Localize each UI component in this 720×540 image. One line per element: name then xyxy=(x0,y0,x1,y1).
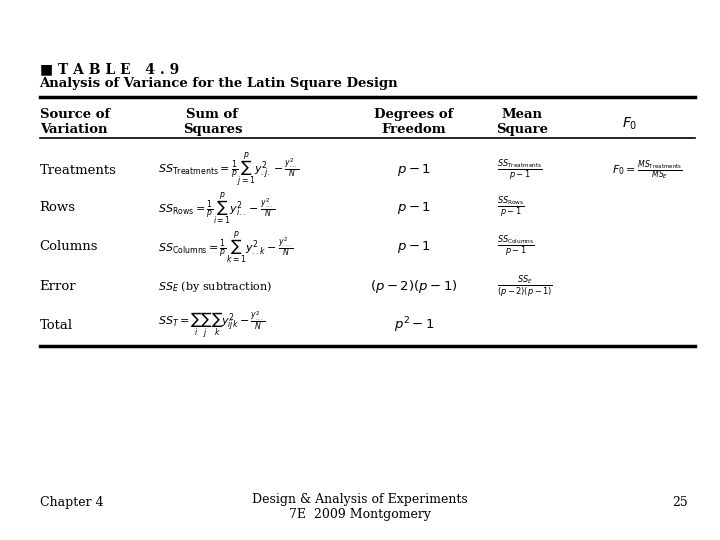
Text: $\frac{SS_{\mathrm{Rows}}}{p-1}$: $\frac{SS_{\mathrm{Rows}}}{p-1}$ xyxy=(497,195,525,220)
Text: Design & Analysis of Experiments: Design & Analysis of Experiments xyxy=(252,493,468,506)
Text: $\frac{SS_{\mathrm{Treatments}}}{p-1}$: $\frac{SS_{\mathrm{Treatments}}}{p-1}$ xyxy=(497,158,543,183)
Text: $\frac{SS_{\mathrm{Columns}}}{p-1}$: $\frac{SS_{\mathrm{Columns}}}{p-1}$ xyxy=(497,234,534,259)
Text: $SS_{\mathrm{Columns}} = \frac{1}{p}\sum_{k=1}^{p} y_{..k}^2 - \frac{y_{...}^2}{: $SS_{\mathrm{Columns}} = \frac{1}{p}\sum… xyxy=(158,229,294,265)
Text: Degrees of
Freedom: Degrees of Freedom xyxy=(374,108,454,136)
Text: Source of
Variation: Source of Variation xyxy=(40,108,109,136)
Text: $p^2-1$: $p^2-1$ xyxy=(394,316,434,335)
Text: Rows: Rows xyxy=(40,201,76,214)
Text: $p-1$: $p-1$ xyxy=(397,239,431,255)
Text: Mean
Square: Mean Square xyxy=(496,108,548,136)
Text: $p-1$: $p-1$ xyxy=(397,162,431,178)
Text: $SS_E$ (by subtraction): $SS_E$ (by subtraction) xyxy=(158,279,273,294)
Text: Chapter 4: Chapter 4 xyxy=(40,496,103,509)
Text: $p-1$: $p-1$ xyxy=(397,200,431,216)
Text: ■ T A B L E   4 . 9: ■ T A B L E 4 . 9 xyxy=(40,62,179,76)
Text: Analysis of Variance for the Latin Square Design: Analysis of Variance for the Latin Squar… xyxy=(40,77,398,90)
Text: $SS_{\mathrm{Treatments}} = \frac{1}{p}\sum_{j=1}^{p} y_{.j.}^2 - \frac{y_{...}^: $SS_{\mathrm{Treatments}} = \frac{1}{p}\… xyxy=(158,151,300,190)
Text: Sum of
Squares: Sum of Squares xyxy=(183,108,242,136)
Text: $\frac{SS_E}{(p-2)(p-1)}$: $\frac{SS_E}{(p-2)(p-1)}$ xyxy=(497,273,553,299)
Text: 7E  2009 Montgomery: 7E 2009 Montgomery xyxy=(289,508,431,521)
Text: Treatments: Treatments xyxy=(40,164,117,177)
Text: Error: Error xyxy=(40,280,76,293)
Text: Columns: Columns xyxy=(40,240,98,253)
Text: $(p-2)(p-1)$: $(p-2)(p-1)$ xyxy=(370,278,458,295)
Text: 25: 25 xyxy=(672,496,688,509)
Text: $F_0 = \frac{MS_{\mathrm{Treatments}}}{MS_E}$: $F_0 = \frac{MS_{\mathrm{Treatments}}}{M… xyxy=(612,158,683,182)
Text: $SS_{\mathrm{Rows}} = \frac{1}{p}\sum_{i=1}^{p} y_{i..}^2 - \frac{y_{...}^2}{N}$: $SS_{\mathrm{Rows}} = \frac{1}{p}\sum_{i… xyxy=(158,190,276,226)
Text: $SS_T = \sum_i\sum_j\sum_k y_{ijk}^2 - \frac{y_{...}^2}{N}$: $SS_T = \sum_i\sum_j\sum_k y_{ijk}^2 - \… xyxy=(158,310,266,341)
Text: Total: Total xyxy=(40,319,73,332)
Text: $F_0$: $F_0$ xyxy=(622,116,638,132)
